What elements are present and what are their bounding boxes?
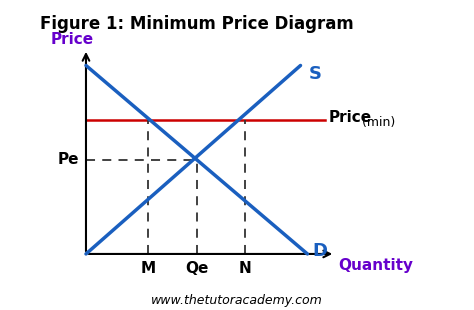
Text: D: D <box>313 242 328 260</box>
Text: Qe: Qe <box>185 261 209 276</box>
Text: Price: Price <box>328 110 371 125</box>
Text: (min): (min) <box>357 116 395 129</box>
Text: N: N <box>239 261 252 276</box>
Text: Price: Price <box>51 32 94 46</box>
Text: Quantity: Quantity <box>338 258 414 273</box>
Title: Figure 1: Minimum Price Diagram: Figure 1: Minimum Price Diagram <box>40 15 354 33</box>
Text: M: M <box>141 261 156 276</box>
Text: Pe: Pe <box>57 152 79 167</box>
Text: www.thetutoracademy.com: www.thetutoracademy.com <box>151 294 323 307</box>
Text: S: S <box>309 65 322 83</box>
